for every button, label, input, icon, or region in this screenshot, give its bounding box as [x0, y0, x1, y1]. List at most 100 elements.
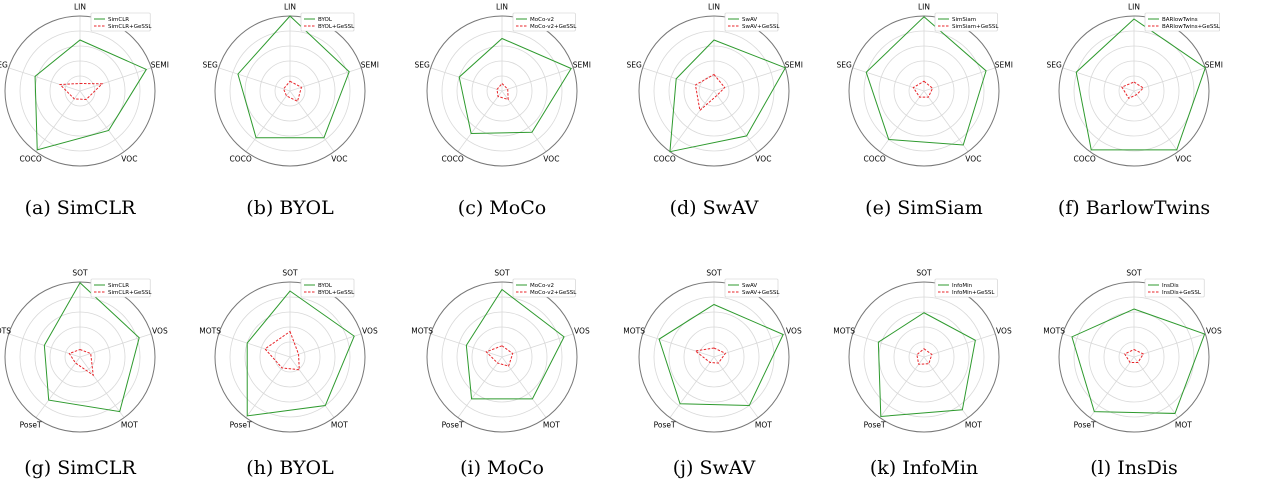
- panel-caption: (c) MoCo: [457, 197, 547, 219]
- axis-label: SEG: [414, 61, 429, 70]
- legend-entry: InsDis+GeSSL: [1162, 290, 1202, 296]
- axis-spoke: [923, 333, 996, 358]
- axis-spoke: [852, 67, 925, 92]
- legend-entry: SimCLR+GeSSL: [108, 24, 152, 30]
- axis-label: SOT: [706, 269, 722, 278]
- panel-caption: (d) SwAV: [669, 197, 759, 219]
- outer-frame: [426, 281, 578, 433]
- axis-label: PoseT: [864, 420, 886, 429]
- gessl-series-line: [916, 348, 933, 365]
- panel-caption: (b) BYOL: [246, 197, 334, 219]
- axis-label: LIN: [1128, 3, 1140, 12]
- axis-label: LIN: [918, 3, 930, 12]
- legend-entry: SimCLR: [108, 283, 129, 289]
- axis-label: MOTS: [0, 327, 11, 336]
- axis-spoke: [923, 356, 969, 418]
- baseline-series-line: [1075, 18, 1206, 151]
- axis-spoke: [35, 90, 81, 152]
- axis-label: MOT: [755, 420, 772, 429]
- outer-frame: [848, 281, 1000, 433]
- axis-spoke: [713, 90, 759, 152]
- axis-spoke: [8, 67, 81, 92]
- legend-box: [90, 278, 151, 298]
- gessl-series-line: [283, 80, 303, 103]
- outer-frame: [4, 281, 156, 433]
- axis-label: SEMI: [573, 61, 591, 70]
- axis-label: SOT: [916, 269, 932, 278]
- legend-entry: BYOL: [318, 17, 333, 23]
- axis-label: SOT: [494, 269, 510, 278]
- axis-label: VOS: [152, 327, 168, 336]
- gessl-series-line: [496, 82, 509, 101]
- axis-spoke: [289, 67, 362, 92]
- axis-spoke: [79, 333, 152, 358]
- baseline-series-line: [237, 15, 350, 139]
- axis-spoke: [642, 333, 715, 358]
- axis-label: VOC: [121, 154, 137, 163]
- radar-chart: LIN SEMI VOC COCO SEG BARlowTwinsBARlowTwins+…: [1046, 3, 1223, 167]
- legend-box: [934, 278, 998, 298]
- axis-label: SOT: [282, 269, 298, 278]
- baseline-series-line: [458, 37, 572, 134]
- gessl-series-line: [1124, 348, 1144, 363]
- axis-spoke: [669, 356, 715, 418]
- axis-label: MOTS: [1043, 327, 1065, 336]
- axis-spoke: [1062, 67, 1135, 92]
- outer-frame: [4, 15, 156, 167]
- axis-spoke: [1062, 333, 1135, 358]
- panel-caption: (i) MoCo: [460, 457, 544, 479]
- axis-spoke: [1133, 67, 1206, 92]
- axis-label: PoseT: [654, 420, 676, 429]
- outer-frame: [638, 281, 790, 433]
- axis-label: PoseT: [1074, 420, 1096, 429]
- baseline-series-line: [34, 39, 148, 151]
- legend-entry: MoCo-v2+GeSSL: [530, 24, 577, 30]
- legend-entry: MoCo-v2: [530, 17, 554, 23]
- legend-entry: SimCLR+GeSSL: [108, 290, 152, 296]
- axis-spoke: [245, 90, 291, 152]
- outer-frame: [638, 15, 790, 167]
- legend-box: [1144, 12, 1220, 32]
- outer-frame: [848, 15, 1000, 167]
- axis-label: SEG: [836, 61, 851, 70]
- axis-label: MOTS: [623, 327, 645, 336]
- panel-caption: (h) BYOL: [246, 457, 334, 479]
- legend-entry: SwAV+GeSSL: [742, 290, 780, 296]
- axis-spoke: [669, 90, 715, 152]
- axis-spoke: [1133, 90, 1179, 152]
- axis-label: SEG: [202, 61, 217, 70]
- axis-spoke: [1089, 356, 1135, 418]
- panel-caption: (g) SimCLR: [24, 457, 136, 479]
- axis-label: PoseT: [20, 420, 42, 429]
- axis-label: COCO: [229, 154, 251, 163]
- axis-spoke: [501, 356, 547, 418]
- baseline-series-line: [658, 303, 784, 407]
- axis-label: MOT: [121, 420, 138, 429]
- axis-label: COCO: [19, 154, 41, 163]
- axis-spoke: [1089, 90, 1135, 152]
- legend-entry: InsDis: [1162, 283, 1179, 289]
- axis-label: LIN: [708, 3, 720, 12]
- axis-label: SOT: [1126, 269, 1142, 278]
- axis-label: VOS: [786, 327, 802, 336]
- gessl-series-line: [485, 345, 514, 367]
- axis-label: MOT: [965, 420, 982, 429]
- axis-label: SEMI: [995, 61, 1013, 70]
- outer-frame: [426, 15, 578, 167]
- axis-label: VOC: [331, 154, 347, 163]
- axis-spoke: [79, 356, 125, 418]
- axis-spoke: [501, 90, 547, 152]
- axis-label: VOS: [362, 327, 378, 336]
- baseline-series-line: [465, 288, 565, 400]
- panel-caption: (j) SwAV: [672, 457, 756, 479]
- baseline-series-line: [1071, 308, 1206, 414]
- axis-label: VOS: [1206, 327, 1222, 336]
